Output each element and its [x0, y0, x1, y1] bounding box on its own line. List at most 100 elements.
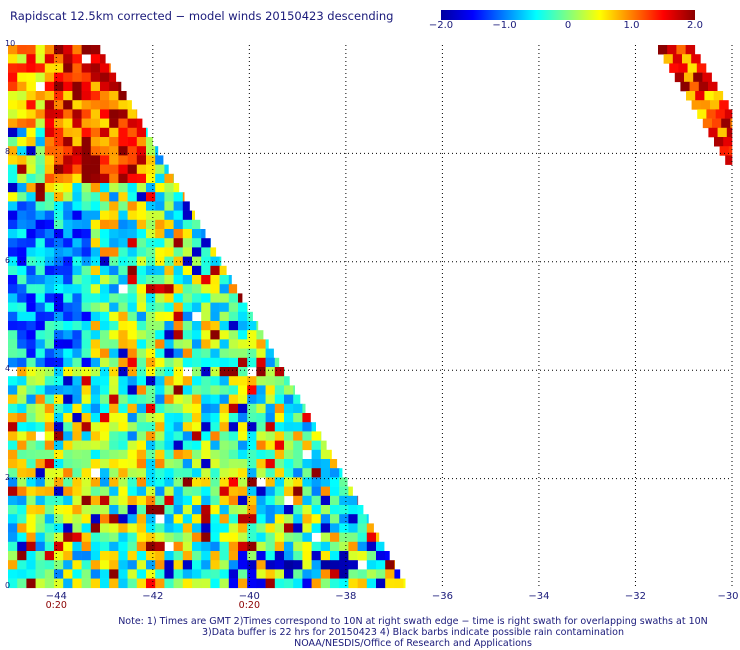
data-cell	[8, 578, 18, 589]
data-cell	[35, 146, 46, 156]
data-cell	[127, 357, 138, 368]
data-cell	[72, 532, 82, 543]
data-cell	[146, 247, 156, 257]
data-cell	[72, 54, 82, 64]
data-cell	[63, 256, 73, 267]
data-cell	[201, 357, 211, 368]
data-cell	[8, 265, 18, 276]
data-cell	[247, 495, 257, 506]
data-cell	[63, 505, 73, 515]
data-cell	[274, 449, 285, 460]
colorbar-label: −2.0	[428, 20, 454, 31]
data-cell	[81, 293, 92, 303]
data-cell	[72, 403, 82, 414]
data-cell	[54, 569, 64, 579]
data-cell	[118, 505, 128, 515]
data-cell	[72, 413, 82, 423]
data-cell	[17, 229, 27, 239]
data-cell	[81, 72, 92, 83]
data-cell	[155, 523, 165, 533]
data-cell	[146, 551, 156, 561]
data-cell	[210, 495, 220, 506]
data-cell	[136, 477, 147, 487]
data-cell	[63, 468, 73, 478]
data-cell	[376, 569, 386, 579]
data-cell	[173, 459, 184, 469]
data-cell	[155, 311, 165, 322]
data-cell	[173, 201, 184, 211]
data-cell	[339, 505, 349, 515]
data-cell	[90, 330, 101, 340]
data-cell	[72, 100, 82, 110]
data-cell	[201, 449, 211, 460]
data-cell	[90, 348, 101, 359]
data-cell	[100, 183, 110, 193]
data-cell	[100, 330, 110, 340]
data-cell	[81, 403, 92, 414]
data-cell	[146, 376, 156, 386]
data-cell	[293, 486, 303, 497]
data-cell	[54, 81, 64, 92]
data-cell	[164, 256, 174, 267]
data-cell	[127, 183, 138, 193]
data-cell	[72, 210, 82, 221]
data-cell	[173, 532, 184, 543]
data-cell	[63, 109, 73, 119]
data-cell	[155, 348, 165, 359]
data-cell	[90, 247, 101, 257]
data-cell	[8, 505, 18, 515]
data-cell	[127, 514, 138, 524]
data-cell	[228, 339, 239, 349]
data-cell	[192, 551, 202, 561]
data-cell	[26, 238, 36, 248]
data-cell	[63, 81, 73, 92]
data-cell	[247, 376, 257, 386]
data-cell	[256, 339, 266, 349]
data-cell	[228, 541, 239, 552]
data-cell	[63, 311, 73, 322]
data-cell	[728, 146, 733, 156]
data-cell	[708, 81, 718, 92]
data-cell	[109, 229, 119, 239]
data-cell	[44, 293, 55, 303]
data-cell	[219, 357, 230, 368]
data-cell	[284, 376, 290, 386]
data-cell	[210, 569, 220, 579]
data-cell	[100, 560, 110, 570]
data-cell	[219, 293, 230, 303]
data-cell	[339, 486, 349, 497]
data-cell	[339, 578, 349, 589]
data-cell	[17, 578, 27, 589]
data-cell	[127, 560, 138, 570]
data-cell	[100, 155, 110, 165]
data-cell	[293, 413, 303, 423]
data-cell	[192, 468, 202, 478]
data-cell	[127, 219, 138, 230]
data-cell	[109, 422, 119, 432]
data-cell	[90, 339, 101, 349]
data-cell	[256, 505, 266, 515]
data-cell	[63, 449, 73, 460]
data-cell	[192, 348, 202, 359]
data-cell	[219, 459, 230, 469]
data-cell	[173, 468, 184, 478]
data-cell	[8, 413, 18, 423]
data-cell	[54, 54, 64, 64]
data-cell	[182, 468, 193, 478]
data-cell	[182, 348, 193, 359]
data-cell	[695, 91, 705, 101]
data-cell	[100, 367, 110, 377]
data-cell	[173, 486, 184, 497]
data-cell	[173, 385, 184, 395]
data-cell	[247, 532, 257, 543]
data-cell	[90, 45, 101, 55]
data-cell	[72, 137, 82, 147]
data-cell	[54, 100, 64, 110]
data-cell	[118, 302, 128, 313]
data-cell	[8, 247, 18, 257]
data-cell	[127, 578, 138, 589]
data-cell	[293, 505, 303, 515]
data-cell	[182, 293, 193, 303]
data-cell	[81, 468, 92, 478]
data-cell	[81, 229, 92, 239]
